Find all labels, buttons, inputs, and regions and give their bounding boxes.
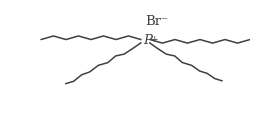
Text: +: + bbox=[150, 35, 157, 44]
Text: P: P bbox=[143, 34, 152, 47]
Text: Br⁻: Br⁻ bbox=[145, 15, 168, 28]
